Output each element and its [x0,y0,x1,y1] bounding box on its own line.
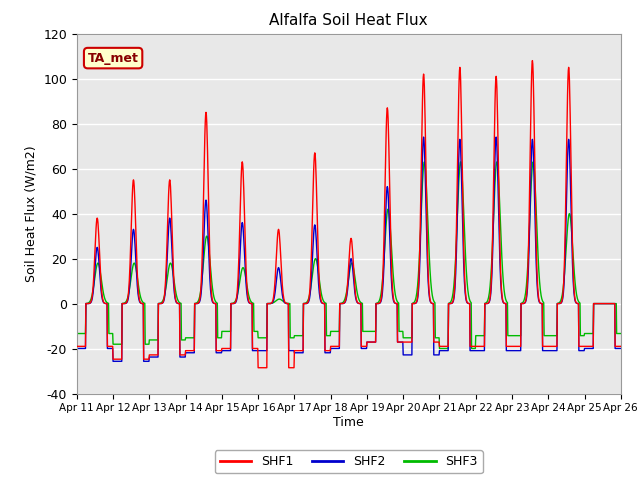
SHF2 [181,354,189,360]
SHF3 [433,335,441,341]
SHF1 [433,339,441,345]
SHF3 [194,299,202,305]
SHF3 [180,337,188,343]
SHF3 [436,346,444,351]
SHF2 [420,134,428,140]
SHF2 [616,346,624,351]
SHF2 [73,346,81,351]
SHF3 [505,333,513,338]
Title: Alfalfa Soil Heat Flux: Alfalfa Soil Heat Flux [269,13,428,28]
SHF2 [194,300,202,306]
SHF3 [420,159,428,165]
SHF2 [505,348,513,353]
SHF1 [194,300,202,306]
SHF1 [616,344,624,349]
Line: SHF1: SHF1 [77,60,620,368]
SHF1 [255,365,263,371]
Y-axis label: Soil Heat Flux (W/m2): Soil Heat Flux (W/m2) [25,145,38,282]
SHF1 [73,344,81,349]
SHF1 [529,58,536,63]
SHF3 [73,331,81,336]
Line: SHF3: SHF3 [77,162,620,348]
SHF1 [180,352,188,358]
X-axis label: Time: Time [333,416,364,429]
SHF2 [255,348,263,353]
SHF2 [109,359,117,364]
SHF1 [254,365,262,371]
Legend: SHF1, SHF2, SHF3: SHF1, SHF2, SHF3 [214,450,483,473]
SHF1 [504,344,512,349]
Text: TA_met: TA_met [88,51,138,65]
SHF1 [553,344,561,349]
SHF2 [434,352,442,358]
SHF3 [616,331,624,336]
SHF3 [553,333,561,338]
SHF2 [553,348,561,353]
Line: SHF2: SHF2 [77,137,620,361]
SHF3 [255,335,262,341]
